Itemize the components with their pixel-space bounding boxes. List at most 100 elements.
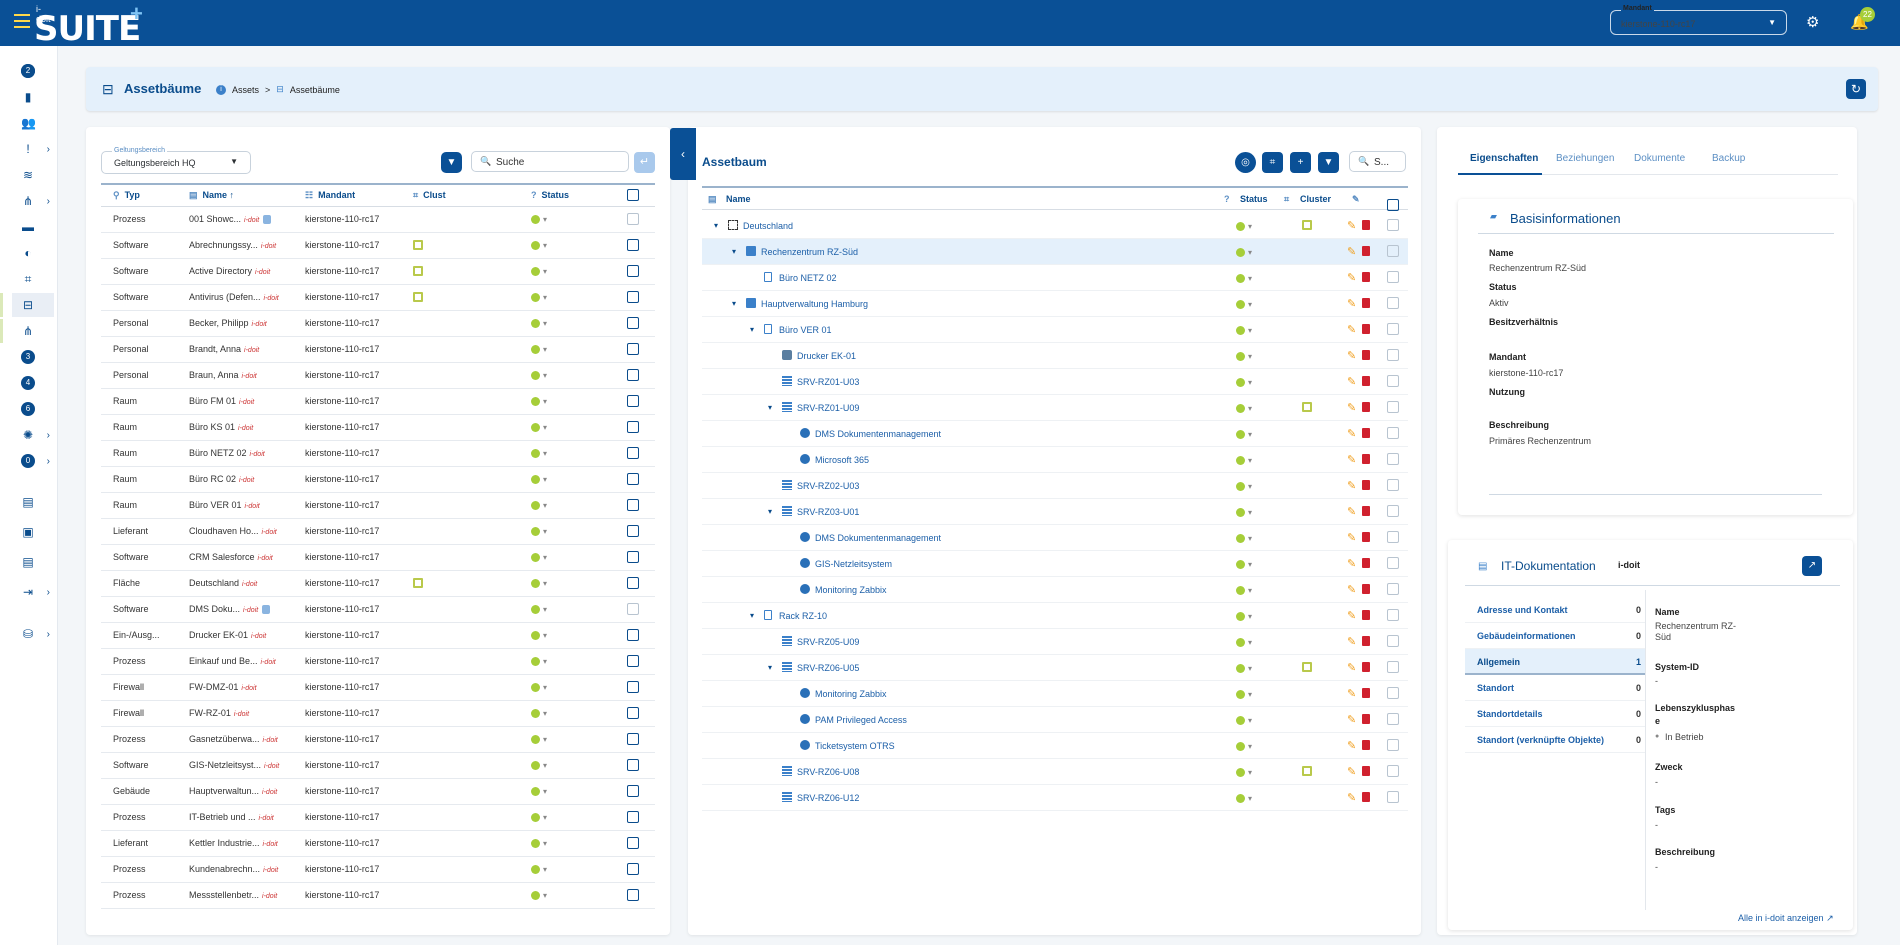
sidebar-item-circle[interactable]: ◐: [12, 241, 54, 265]
row-checkbox[interactable]: [627, 414, 655, 441]
gear-icon[interactable]: ⚙: [1806, 14, 1820, 31]
row-checkbox[interactable]: [627, 674, 655, 701]
edit-icon[interactable]: ✎: [1347, 740, 1357, 752]
tree-node-name[interactable]: Microsoft 365: [815, 455, 870, 465]
delete-icon[interactable]: [1362, 740, 1370, 750]
status-dropdown-icon[interactable]: ▾: [543, 344, 548, 354]
tree-node-name[interactable]: Rack RZ-10: [779, 611, 828, 621]
sidebar-item-database[interactable]: ⛁ ›: [12, 622, 54, 646]
target-icon[interactable]: ◎: [1235, 152, 1256, 173]
table-row[interactable]: Software GIS-Netzleitsyst... i-doit kiersto…: [101, 752, 655, 779]
delete-icon[interactable]: [1362, 272, 1370, 282]
status-dropdown-icon[interactable]: ▾: [543, 708, 548, 718]
delete-icon[interactable]: [1362, 506, 1370, 516]
tree-node-name[interactable]: SRV-RZ01-U03: [797, 377, 860, 387]
expand-toggle-icon[interactable]: ▾: [732, 247, 737, 256]
status-dropdown-icon[interactable]: ▾: [543, 396, 548, 406]
table-row[interactable]: Raum Büro FM 01 i-doit kierstone-110-rc17 ▾: [101, 388, 655, 415]
status-dropdown-icon[interactable]: ▾: [1248, 508, 1253, 517]
edit-icon[interactable]: ✎: [1347, 246, 1357, 258]
table-row[interactable]: Software DMS Doku... i-doit kierstone-110-r…: [101, 596, 655, 623]
column-cluster[interactable]: ⌗ Clust: [407, 183, 517, 207]
show-all-in-idoit-link[interactable]: Alle in i-doit anzeigen ↗: [1738, 913, 1834, 924]
status-dropdown-icon[interactable]: ▾: [1248, 690, 1253, 699]
row-checkbox[interactable]: [1387, 401, 1399, 413]
tree-node-name[interactable]: DMS Dokumentenmanagement: [815, 533, 942, 543]
column-name[interactable]: ▤ Name ↑: [183, 183, 301, 207]
tree-node-name[interactable]: Büro NETZ 02: [779, 273, 837, 283]
sidebar-item-network[interactable]: ⋔: [12, 319, 54, 343]
table-row[interactable]: Prozess Gasnetzüberwa... i-doit kierstone-1…: [101, 726, 655, 753]
status-dropdown-icon[interactable]: ▾: [543, 864, 548, 874]
expand-toggle-icon[interactable]: ▾: [768, 507, 773, 516]
row-checkbox[interactable]: [627, 648, 655, 675]
refresh-button[interactable]: ↻: [1846, 79, 1866, 99]
row-checkbox[interactable]: [1387, 427, 1399, 439]
status-dropdown-icon[interactable]: ▾: [1248, 378, 1253, 387]
row-checkbox[interactable]: [1387, 219, 1399, 231]
delete-icon[interactable]: [1362, 636, 1370, 646]
tree-node-name[interactable]: GIS-Netzleitsystem: [815, 559, 893, 569]
table-row[interactable]: Software Antivirus (Defen... i-doit kiersto…: [101, 284, 655, 311]
sidebar-item-2[interactable]: 2: [12, 59, 54, 83]
row-checkbox[interactable]: [627, 596, 655, 623]
tree-node-name[interactable]: Drucker EK-01: [797, 351, 857, 361]
status-dropdown-icon[interactable]: ▾: [1248, 300, 1253, 309]
row-checkbox[interactable]: [627, 856, 655, 883]
sidebar-item-alerts[interactable]: ! ›: [12, 137, 54, 161]
itdoc-category-item[interactable]: Standortdetails 0: [1465, 701, 1645, 727]
status-dropdown-icon[interactable]: ▾: [543, 292, 548, 302]
tree-node-name[interactable]: SRV-RZ06-U12: [797, 793, 860, 803]
edit-icon[interactable]: ✎: [1347, 532, 1357, 544]
edit-icon[interactable]: ✎: [1347, 324, 1357, 336]
edit-icon[interactable]: ✎: [1347, 610, 1357, 622]
row-checkbox[interactable]: [627, 310, 655, 337]
tree-row[interactable]: ▾ Rack RZ-10 ▾ ✎: [702, 603, 1408, 629]
column-typ[interactable]: ⚲ Typ: [101, 183, 183, 207]
row-checkbox[interactable]: [1387, 453, 1399, 465]
status-dropdown-icon[interactable]: ▾: [1248, 664, 1253, 673]
sidebar-item-bulb[interactable]: ✺ ›: [12, 423, 54, 447]
row-checkbox[interactable]: [1387, 349, 1399, 361]
status-dropdown-icon[interactable]: ▾: [543, 240, 548, 250]
tree-row[interactable]: SRV-RZ05-U09 ▾ ✎: [702, 629, 1408, 655]
row-checkbox[interactable]: [627, 466, 655, 493]
row-checkbox[interactable]: [1387, 245, 1399, 257]
sidebar-item-users[interactable]: 👥: [12, 111, 54, 135]
edit-icon[interactable]: ✎: [1347, 454, 1357, 466]
tree-node-name[interactable]: PAM Privileged Access: [815, 715, 907, 725]
tree-row[interactable]: ▾ SRV-RZ06-U05 ▾ ✎: [702, 655, 1408, 681]
table-row[interactable]: Prozess Messstellenbetr... i-doit kierstone…: [101, 882, 655, 909]
itdoc-category-item[interactable]: Adresse und Kontakt 0: [1465, 597, 1645, 623]
sidebar-item-layers[interactable]: ≋: [12, 163, 54, 187]
tree-row[interactable]: GIS-Netzleitsystem ▾ ✎: [702, 551, 1408, 577]
status-dropdown-icon[interactable]: ▾: [543, 318, 548, 328]
delete-icon[interactable]: [1362, 662, 1370, 672]
edit-icon[interactable]: ✎: [1347, 792, 1357, 804]
row-checkbox[interactable]: [1387, 531, 1399, 543]
status-dropdown-icon[interactable]: ▾: [1248, 534, 1253, 543]
sidebar-item-6[interactable]: 6: [12, 397, 54, 421]
status-dropdown-icon[interactable]: ▾: [543, 890, 548, 900]
row-checkbox[interactable]: [627, 544, 655, 571]
column-name[interactable]: Name: [726, 194, 751, 204]
sidebar-item-hierarchy[interactable]: ⋔ ›: [12, 189, 54, 213]
status-dropdown-icon[interactable]: ▾: [543, 552, 548, 562]
delete-icon[interactable]: [1362, 428, 1370, 438]
row-checkbox[interactable]: [627, 700, 655, 727]
delete-icon[interactable]: [1362, 558, 1370, 568]
table-row[interactable]: Software Active Directory i-doit kierstone-…: [101, 258, 655, 285]
table-row[interactable]: Ein-/Ausg... Drucker EK-01 i-doit kierstone…: [101, 622, 655, 649]
tree-row[interactable]: PAM Privileged Access ▾ ✎: [702, 707, 1408, 733]
sidebar-item-0[interactable]: 0 ›: [12, 449, 54, 473]
status-dropdown-icon[interactable]: ▾: [543, 682, 548, 692]
search-submit-button[interactable]: ↵: [634, 152, 655, 173]
tree-node-name[interactable]: Deutschland: [743, 221, 794, 231]
sidebar-item-asset-tree[interactable]: ⊟: [12, 293, 54, 317]
tree-node-name[interactable]: SRV-RZ06-U05: [797, 663, 860, 673]
row-checkbox[interactable]: [627, 518, 655, 545]
row-checkbox[interactable]: [1387, 375, 1399, 387]
row-checkbox[interactable]: [1387, 713, 1399, 725]
tree-node-name[interactable]: Rechenzentrum RZ-Süd: [761, 247, 859, 257]
tree-node-name[interactable]: Hauptverwaltung Hamburg: [761, 299, 869, 309]
